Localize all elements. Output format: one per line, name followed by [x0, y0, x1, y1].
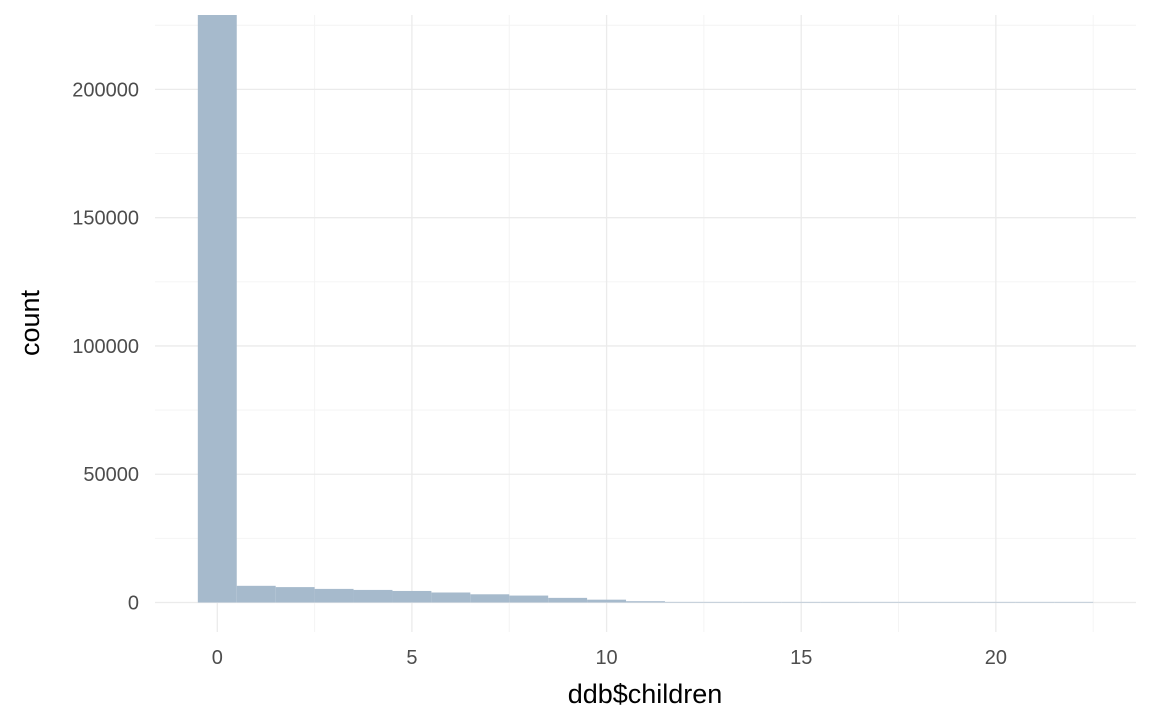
y-tick-label: 150000 [72, 208, 139, 230]
y-axis-title: count [15, 289, 45, 356]
x-tick-label: 15 [790, 647, 812, 669]
histogram-bar [392, 590, 432, 603]
histogram-bar [275, 587, 315, 603]
histogram-bar [1054, 601, 1094, 603]
histogram-bar [742, 601, 782, 603]
y-tick-label: 200000 [72, 79, 139, 101]
histogram-bar [703, 601, 743, 603]
y-axis-tick-labels: 0 50000 100000 150000 200000 [72, 79, 139, 614]
histogram-bar [664, 601, 704, 603]
histogram-bar [548, 597, 588, 603]
histogram-bar [470, 594, 510, 603]
histogram-bar [820, 601, 860, 603]
y-tick-label: 100000 [72, 336, 139, 358]
x-tick-label: 0 [212, 647, 223, 669]
histogram-bar [976, 601, 1016, 603]
histogram-bar [431, 592, 471, 603]
histogram-bar [197, 15, 237, 603]
histogram-bar [509, 595, 549, 603]
histogram-bar [859, 601, 899, 603]
histogram-bar [1015, 601, 1055, 603]
histogram-bar [587, 599, 627, 603]
histogram-bar [236, 585, 276, 603]
x-tick-label: 10 [595, 647, 617, 669]
x-axis-tick-labels: 0 5 10 15 20 [212, 647, 1007, 669]
grid [155, 15, 1136, 632]
x-axis-title: ddb$children [568, 679, 723, 709]
histogram-bar [898, 601, 938, 603]
x-tick-label: 20 [985, 647, 1007, 669]
histogram-bar [626, 601, 665, 603]
bars [197, 15, 1094, 603]
x-tick-label: 5 [406, 647, 417, 669]
histogram-bar [353, 589, 393, 603]
histogram-bar [314, 588, 354, 603]
y-tick-label: 0 [128, 592, 139, 614]
histogram-bar [937, 601, 977, 603]
y-tick-label: 50000 [83, 464, 139, 486]
histogram-bar [781, 601, 821, 603]
